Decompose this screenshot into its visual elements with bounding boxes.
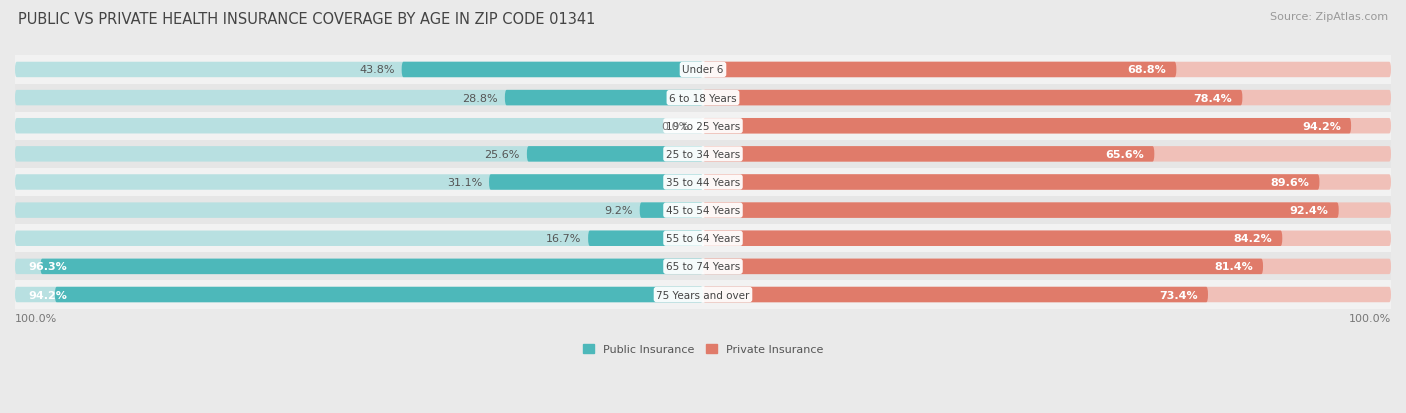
Bar <box>15 225 1391 253</box>
Bar <box>15 84 1391 112</box>
Text: 35 to 44 Years: 35 to 44 Years <box>666 178 740 188</box>
Text: 65.6%: 65.6% <box>1105 150 1144 159</box>
FancyBboxPatch shape <box>15 119 703 134</box>
Text: 31.1%: 31.1% <box>447 178 482 188</box>
Bar <box>15 197 1391 225</box>
FancyBboxPatch shape <box>703 175 1319 190</box>
FancyBboxPatch shape <box>588 231 703 247</box>
Text: 25.6%: 25.6% <box>485 150 520 159</box>
FancyBboxPatch shape <box>55 287 703 302</box>
FancyBboxPatch shape <box>640 203 703 218</box>
FancyBboxPatch shape <box>703 119 1391 134</box>
FancyBboxPatch shape <box>15 287 703 302</box>
FancyBboxPatch shape <box>15 90 703 106</box>
Text: 81.4%: 81.4% <box>1213 262 1253 272</box>
FancyBboxPatch shape <box>703 147 1154 162</box>
FancyBboxPatch shape <box>489 175 703 190</box>
Text: 9.2%: 9.2% <box>605 206 633 216</box>
FancyBboxPatch shape <box>527 147 703 162</box>
Legend: Public Insurance, Private Insurance: Public Insurance, Private Insurance <box>579 340 827 359</box>
Text: 92.4%: 92.4% <box>1289 206 1329 216</box>
Text: 19 to 25 Years: 19 to 25 Years <box>666 121 740 131</box>
Bar <box>15 56 1391 84</box>
FancyBboxPatch shape <box>703 287 1208 302</box>
Text: 75 Years and over: 75 Years and over <box>657 290 749 300</box>
FancyBboxPatch shape <box>703 259 1263 275</box>
Text: 84.2%: 84.2% <box>1233 234 1272 244</box>
FancyBboxPatch shape <box>703 147 1391 162</box>
FancyBboxPatch shape <box>703 90 1391 106</box>
FancyBboxPatch shape <box>15 63 703 78</box>
Text: 94.2%: 94.2% <box>1302 121 1341 131</box>
FancyBboxPatch shape <box>703 175 1391 190</box>
Text: 65 to 74 Years: 65 to 74 Years <box>666 262 740 272</box>
Text: 94.2%: 94.2% <box>28 290 67 300</box>
FancyBboxPatch shape <box>703 287 1391 302</box>
FancyBboxPatch shape <box>41 259 703 275</box>
FancyBboxPatch shape <box>15 231 703 247</box>
Text: 78.4%: 78.4% <box>1194 93 1232 103</box>
FancyBboxPatch shape <box>703 63 1177 78</box>
Text: 73.4%: 73.4% <box>1159 290 1198 300</box>
FancyBboxPatch shape <box>402 63 703 78</box>
FancyBboxPatch shape <box>15 147 703 162</box>
Bar <box>15 112 1391 140</box>
Bar <box>15 281 1391 309</box>
Text: 45 to 54 Years: 45 to 54 Years <box>666 206 740 216</box>
FancyBboxPatch shape <box>703 259 1391 275</box>
Text: 68.8%: 68.8% <box>1128 65 1166 75</box>
FancyBboxPatch shape <box>703 203 1339 218</box>
Bar <box>15 140 1391 169</box>
FancyBboxPatch shape <box>15 259 703 275</box>
FancyBboxPatch shape <box>15 175 703 190</box>
Text: 0.0%: 0.0% <box>661 121 689 131</box>
Text: 16.7%: 16.7% <box>546 234 581 244</box>
FancyBboxPatch shape <box>703 90 1243 106</box>
Text: Under 6: Under 6 <box>682 65 724 75</box>
Text: 89.6%: 89.6% <box>1270 178 1309 188</box>
Text: 25 to 34 Years: 25 to 34 Years <box>666 150 740 159</box>
Text: Source: ZipAtlas.com: Source: ZipAtlas.com <box>1270 12 1388 22</box>
Text: 55 to 64 Years: 55 to 64 Years <box>666 234 740 244</box>
Bar <box>15 253 1391 281</box>
FancyBboxPatch shape <box>703 231 1282 247</box>
FancyBboxPatch shape <box>703 231 1391 247</box>
FancyBboxPatch shape <box>15 203 703 218</box>
Text: 43.8%: 43.8% <box>360 65 395 75</box>
FancyBboxPatch shape <box>703 203 1391 218</box>
Text: 6 to 18 Years: 6 to 18 Years <box>669 93 737 103</box>
Text: 100.0%: 100.0% <box>1348 313 1391 323</box>
FancyBboxPatch shape <box>703 63 1391 78</box>
Bar <box>15 169 1391 197</box>
Text: PUBLIC VS PRIVATE HEALTH INSURANCE COVERAGE BY AGE IN ZIP CODE 01341: PUBLIC VS PRIVATE HEALTH INSURANCE COVER… <box>18 12 596 27</box>
Text: 28.8%: 28.8% <box>463 93 498 103</box>
FancyBboxPatch shape <box>505 90 703 106</box>
Text: 100.0%: 100.0% <box>15 313 58 323</box>
Text: 96.3%: 96.3% <box>28 262 67 272</box>
FancyBboxPatch shape <box>703 119 1351 134</box>
